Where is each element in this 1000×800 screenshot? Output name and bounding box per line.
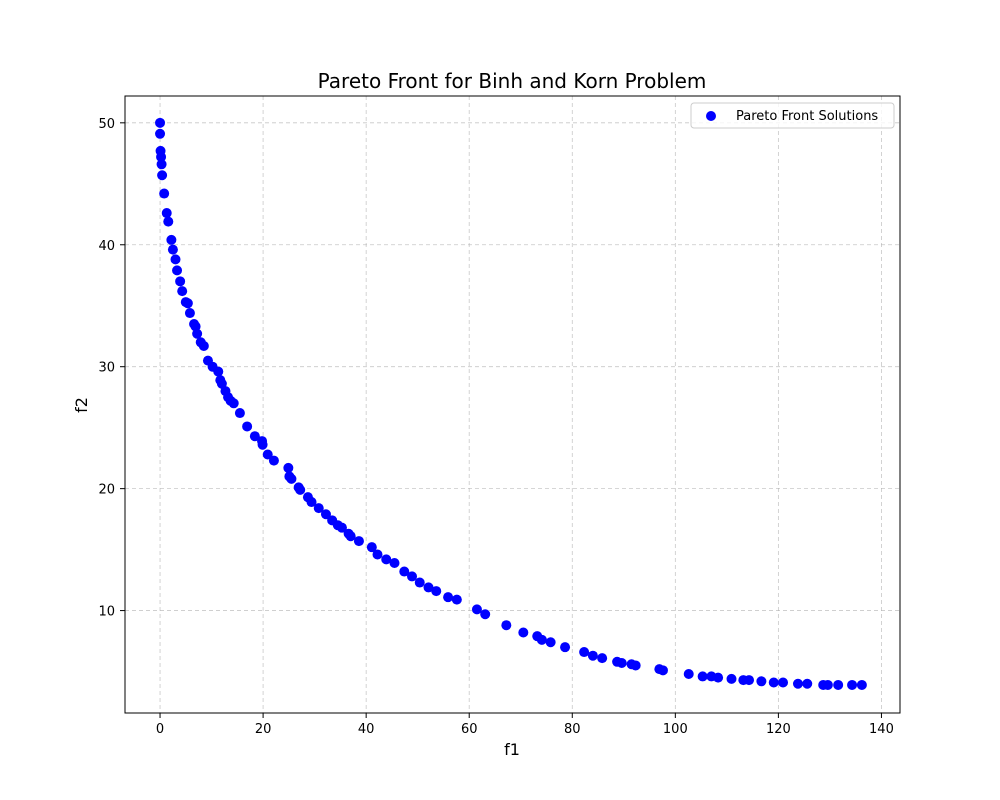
data-point — [381, 554, 392, 565]
axis-ticks: 0 20 40 60 80 100 120 140 10 20 30 40 50 — [98, 117, 893, 737]
data-point — [847, 679, 858, 690]
y-axis-title: f2 — [72, 397, 91, 413]
plot-frame — [124, 95, 901, 714]
data-point — [407, 571, 418, 582]
data-point — [560, 642, 571, 653]
data-point — [213, 366, 224, 377]
data-point — [156, 159, 167, 170]
data-point — [372, 549, 383, 560]
data-point — [431, 586, 442, 597]
data-point — [792, 678, 803, 689]
data-point — [161, 208, 172, 219]
data-point — [166, 234, 177, 245]
data-point — [657, 665, 668, 676]
x-tick-label: 120 — [766, 722, 791, 737]
data-point — [163, 216, 174, 227]
scatter-points — [155, 117, 867, 690]
data-point — [345, 531, 356, 542]
data-point — [756, 676, 767, 687]
data-point — [313, 503, 324, 514]
x-tick-label: 140 — [869, 722, 894, 737]
data-point — [320, 509, 331, 520]
x-tick-label: 20 — [255, 722, 272, 737]
data-point — [697, 671, 708, 682]
data-point — [249, 431, 260, 442]
data-point — [443, 592, 454, 603]
data-point — [157, 170, 168, 181]
data-point — [536, 634, 547, 645]
data-point — [155, 117, 166, 128]
data-point — [353, 536, 364, 547]
data-point — [234, 408, 245, 419]
data-point — [630, 660, 641, 671]
legend-label: Pareto Front Solutions — [736, 109, 878, 124]
data-point — [616, 658, 627, 669]
data-point — [182, 298, 193, 309]
data-point — [587, 650, 598, 661]
data-point — [471, 604, 482, 615]
data-point — [744, 675, 755, 686]
data-point — [768, 677, 779, 688]
data-point — [713, 672, 724, 683]
data-point — [228, 398, 239, 409]
y-tick-label: 50 — [98, 117, 115, 132]
data-point — [683, 668, 694, 679]
data-point — [501, 620, 512, 631]
data-point — [480, 609, 491, 620]
data-point — [306, 497, 317, 508]
data-point — [451, 594, 462, 605]
data-point — [545, 637, 556, 648]
data-point — [414, 577, 425, 588]
legend-marker — [706, 111, 716, 121]
data-point — [159, 188, 170, 199]
data-point — [833, 679, 844, 690]
y-tick-label: 40 — [98, 239, 115, 254]
data-point — [597, 653, 608, 664]
data-point — [156, 151, 167, 162]
data-point — [262, 449, 273, 460]
y-tick-label: 10 — [98, 605, 115, 620]
legend: Pareto Front Solutions — [690, 102, 895, 129]
data-point — [822, 679, 833, 690]
data-point — [295, 484, 306, 495]
data-point — [286, 473, 297, 484]
data-point — [170, 254, 181, 265]
x-tick-label: 80 — [564, 722, 581, 737]
legend-box — [690, 102, 895, 129]
data-point — [726, 673, 737, 684]
data-point — [268, 455, 279, 466]
data-point — [778, 677, 789, 688]
data-point — [172, 265, 183, 276]
data-point — [192, 328, 203, 339]
data-point — [242, 421, 253, 432]
data-point — [579, 647, 590, 658]
data-point — [198, 340, 209, 351]
x-tick-label: 0 — [156, 722, 164, 737]
data-point — [389, 558, 400, 569]
data-point — [257, 439, 268, 450]
data-point — [856, 679, 867, 690]
y-tick-label: 30 — [98, 361, 115, 376]
grid-lines — [125, 96, 900, 713]
x-tick-label: 100 — [663, 722, 688, 737]
data-point — [175, 276, 186, 287]
data-point — [336, 522, 347, 533]
data-point — [177, 286, 188, 297]
x-tick-label: 40 — [358, 722, 375, 737]
chart-title: Pareto Front for Binh and Korn Problem — [318, 69, 707, 93]
data-point — [802, 678, 813, 689]
data-point — [283, 462, 294, 473]
x-tick-label: 60 — [461, 722, 478, 737]
data-point — [518, 627, 529, 638]
x-axis-title: f1 — [504, 740, 520, 759]
data-point — [399, 566, 410, 577]
data-point — [423, 582, 434, 593]
data-point — [184, 308, 195, 319]
y-tick-label: 20 — [98, 483, 115, 498]
data-point — [167, 244, 178, 255]
data-point — [155, 128, 166, 139]
data-point — [366, 542, 377, 553]
